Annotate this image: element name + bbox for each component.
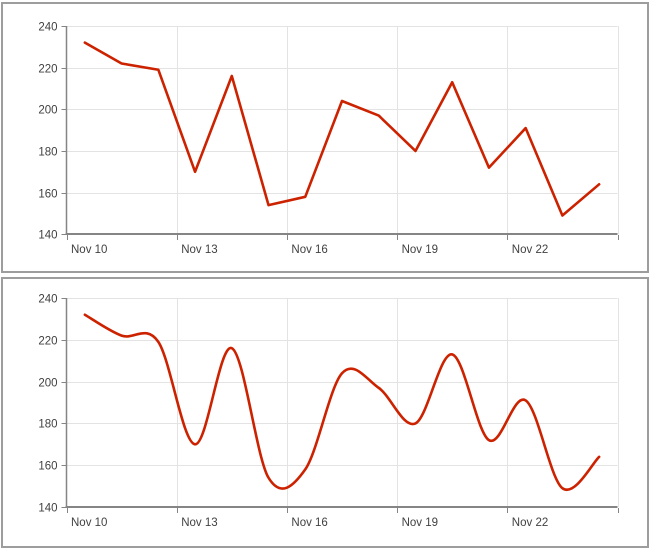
chart-panel-bottom: 240 220 200 180 160 140 Nov 10 Nov 13 Nov 16 Nov … (1, 277, 649, 548)
x-axis-label: Nov 19 (402, 244, 438, 256)
line-series (83, 313, 601, 491)
x-axis-label: Nov 22 (512, 244, 548, 256)
y-axis-label: 220 (38, 336, 57, 348)
line-series (83, 41, 601, 217)
y-axis-label: 240 (38, 22, 57, 34)
y-axis-label: 160 (38, 461, 57, 473)
gridlines (66, 26, 619, 235)
y-axis-label: 200 (38, 105, 57, 117)
x-axis-label: Nov 22 (512, 517, 548, 529)
axis-labels: 240 220 200 180 160 140 Nov 10 Nov 13 Nov 16 Nov … (38, 294, 548, 530)
y-axis-label: 180 (38, 147, 57, 159)
axes (61, 26, 619, 240)
y-axis-label: 180 (38, 419, 57, 431)
x-axis-label: Nov 10 (71, 244, 107, 256)
line-chart-linear: 240 220 200 180 160 140 Nov 10 Nov 13 Nov 16 Nov … (38, 22, 619, 257)
y-axis-label: 200 (38, 378, 57, 390)
x-axis-label: Nov 10 (71, 517, 107, 529)
y-axis-label: 240 (38, 294, 57, 306)
x-axis-label: Nov 13 (181, 244, 217, 256)
gridlines (66, 298, 619, 507)
axis-labels: 240 220 200 180 160 140 Nov 10 Nov 13 Nov 16 Nov … (38, 22, 548, 257)
y-axis-label: 220 (38, 64, 57, 76)
line-chart-smooth: 240 220 200 180 160 140 Nov 10 Nov 13 Nov 16 Nov … (38, 294, 619, 530)
y-axis-label: 140 (38, 503, 57, 515)
x-axis-label: Nov 13 (181, 517, 217, 529)
y-axis-label: 160 (38, 189, 57, 201)
x-axis-label: Nov 16 (291, 517, 327, 529)
axes (61, 298, 619, 513)
y-axis-label: 140 (38, 230, 57, 242)
x-axis-label: Nov 16 (291, 244, 327, 256)
chart-panel-top: 240 220 200 180 160 140 Nov 10 Nov 13 Nov 16 Nov … (1, 2, 649, 273)
x-axis-label: Nov 19 (402, 517, 438, 529)
